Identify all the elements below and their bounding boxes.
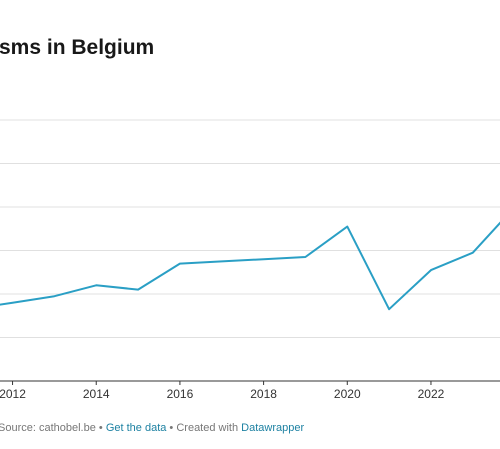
- x-tick-label: 2022: [418, 387, 445, 401]
- gridlines: [0, 119, 500, 338]
- x-tick-label: 2016: [167, 387, 194, 401]
- x-tick-label: 2014: [83, 387, 110, 401]
- data-series: [0, 221, 500, 311]
- source-text: Source: cathobel.be: [0, 422, 96, 434]
- created-with-text: • Created with: [166, 422, 242, 434]
- footer-separator: •: [95, 422, 106, 434]
- x-tick-label: 2020: [334, 387, 361, 401]
- datawrapper-link[interactable]: Datawrapper: [241, 422, 305, 434]
- x-tick-label: 2018: [250, 387, 277, 401]
- x-tick-label: 2012: [0, 387, 26, 401]
- x-tick-labels: 2012 2014 2016 2018 2020 2022: [0, 381, 445, 401]
- chart-title: sms in Belgium: [0, 36, 155, 59]
- get-the-data-link[interactable]: Get the data: [105, 422, 167, 434]
- chart-footer: Source: cathobel.be • Get the data • Cre…: [0, 422, 304, 434]
- series-line: [0, 221, 500, 311]
